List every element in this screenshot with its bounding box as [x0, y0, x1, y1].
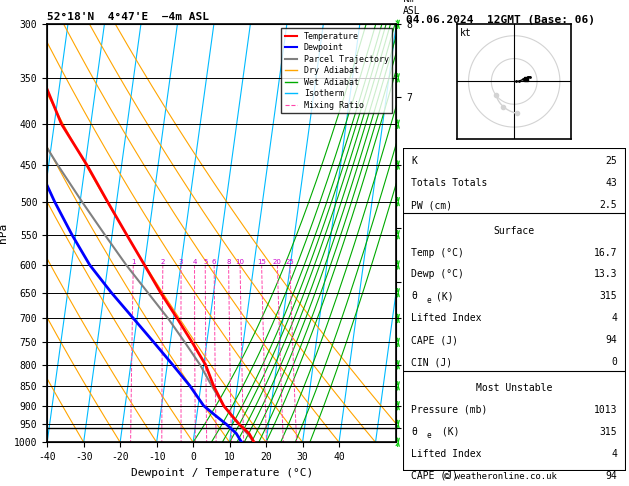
- Text: Lifted Index: Lifted Index: [411, 449, 482, 459]
- Text: 04.06.2024  12GMT (Base: 06): 04.06.2024 12GMT (Base: 06): [406, 15, 594, 25]
- X-axis label: Dewpoint / Temperature (°C): Dewpoint / Temperature (°C): [131, 468, 313, 478]
- Text: 10: 10: [236, 259, 245, 265]
- Text: 8: 8: [226, 259, 231, 265]
- Text: 25: 25: [605, 156, 617, 166]
- Text: (K): (K): [436, 292, 454, 301]
- Text: 5: 5: [203, 259, 208, 265]
- Text: θ: θ: [411, 427, 418, 436]
- Text: 3: 3: [179, 259, 184, 265]
- Text: 94: 94: [605, 335, 617, 346]
- Text: (K): (K): [436, 427, 460, 436]
- Text: Temp (°C): Temp (°C): [411, 247, 464, 258]
- Text: 25: 25: [286, 259, 294, 265]
- Text: Dewp (°C): Dewp (°C): [411, 270, 464, 279]
- Legend: Temperature, Dewpoint, Parcel Trajectory, Dry Adiabat, Wet Adiabat, Isotherm, Mi: Temperature, Dewpoint, Parcel Trajectory…: [281, 29, 392, 113]
- Text: 13.3: 13.3: [593, 270, 617, 279]
- Text: Totals Totals: Totals Totals: [411, 178, 488, 188]
- Text: 1: 1: [131, 259, 135, 265]
- Text: 16.7: 16.7: [593, 247, 617, 258]
- Text: 43: 43: [605, 178, 617, 188]
- Text: CAPE (J): CAPE (J): [411, 335, 459, 346]
- Text: 1013: 1013: [593, 405, 617, 415]
- Text: CAPE (J): CAPE (J): [411, 470, 459, 481]
- Text: 4: 4: [611, 313, 617, 324]
- Text: θ: θ: [411, 292, 418, 301]
- Text: CIN (J): CIN (J): [411, 357, 453, 367]
- Text: 15: 15: [257, 259, 266, 265]
- Text: 2: 2: [160, 259, 165, 265]
- Text: PW (cm): PW (cm): [411, 200, 453, 210]
- Text: Lifted Index: Lifted Index: [411, 313, 482, 324]
- Text: e: e: [426, 432, 431, 440]
- Text: 6: 6: [212, 259, 216, 265]
- Text: 315: 315: [599, 427, 617, 436]
- Text: 20: 20: [273, 259, 282, 265]
- Text: 4: 4: [611, 449, 617, 459]
- Text: Most Unstable: Most Unstable: [476, 382, 552, 393]
- Text: 2.5: 2.5: [599, 200, 617, 210]
- Y-axis label: hPa: hPa: [0, 223, 8, 243]
- Text: 4: 4: [192, 259, 197, 265]
- Text: kt: kt: [459, 28, 471, 38]
- Text: K: K: [411, 156, 418, 166]
- Text: 52°18'N  4°47'E  −4m ASL: 52°18'N 4°47'E −4m ASL: [47, 12, 209, 22]
- Text: © weatheronline.co.uk: © weatheronline.co.uk: [443, 472, 557, 481]
- Y-axis label: Mixing Ratio (g/kg): Mixing Ratio (g/kg): [428, 177, 438, 289]
- Text: e: e: [426, 296, 431, 305]
- Text: km
ASL: km ASL: [403, 0, 421, 16]
- Text: 94: 94: [605, 470, 617, 481]
- Text: Pressure (mb): Pressure (mb): [411, 405, 488, 415]
- Text: 315: 315: [599, 292, 617, 301]
- Text: Surface: Surface: [494, 226, 535, 236]
- Text: 0: 0: [611, 357, 617, 367]
